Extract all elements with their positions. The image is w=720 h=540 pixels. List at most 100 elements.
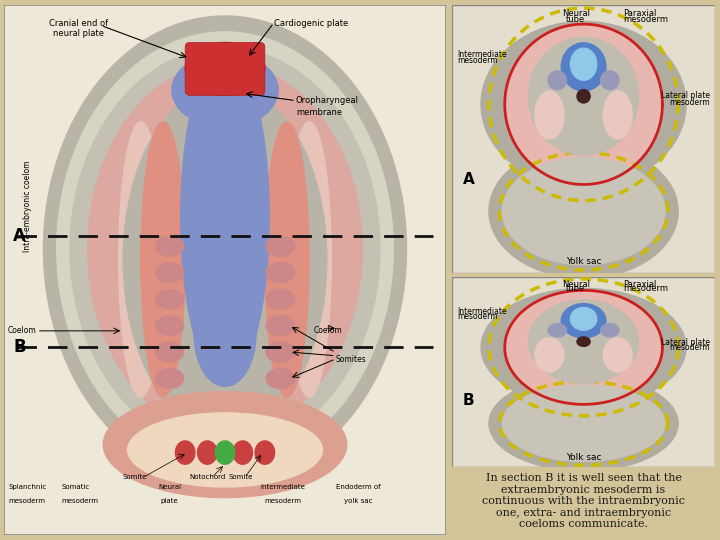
Text: Somite: Somite <box>122 474 146 480</box>
FancyBboxPatch shape <box>4 5 446 535</box>
Ellipse shape <box>156 262 184 283</box>
Text: mesoderm: mesoderm <box>669 98 710 106</box>
Text: In section B it is well seen that the
extraembryonic mesoderm is
continuous with: In section B it is well seen that the ex… <box>482 473 685 529</box>
Text: tube: tube <box>566 284 585 293</box>
Text: plate: plate <box>161 497 179 504</box>
Text: Somites: Somites <box>336 355 366 364</box>
Circle shape <box>577 90 590 103</box>
Text: Intermediate: Intermediate <box>260 484 305 490</box>
Text: mesoderm: mesoderm <box>623 15 668 24</box>
Ellipse shape <box>600 71 619 90</box>
Ellipse shape <box>156 315 184 336</box>
Text: Paraxial: Paraxial <box>623 280 657 289</box>
Text: Intermediate: Intermediate <box>457 307 507 316</box>
Text: B: B <box>463 393 474 408</box>
Ellipse shape <box>43 16 407 482</box>
Text: neural plate: neural plate <box>53 29 104 38</box>
Text: tube: tube <box>566 15 585 24</box>
Ellipse shape <box>561 43 606 91</box>
Ellipse shape <box>88 64 362 434</box>
Ellipse shape <box>570 48 597 80</box>
Text: Somatic: Somatic <box>61 484 89 490</box>
Ellipse shape <box>156 342 184 362</box>
Ellipse shape <box>141 122 185 397</box>
Text: Paraxial: Paraxial <box>623 9 657 18</box>
Ellipse shape <box>603 91 632 139</box>
Ellipse shape <box>119 122 163 397</box>
Ellipse shape <box>123 85 327 434</box>
Circle shape <box>233 441 253 464</box>
Text: Intermediate: Intermediate <box>457 50 507 58</box>
Text: membrane: membrane <box>296 108 342 117</box>
Text: Yolk sac: Yolk sac <box>566 257 601 266</box>
Text: Neural: Neural <box>562 280 590 289</box>
Ellipse shape <box>181 53 269 381</box>
Ellipse shape <box>528 300 639 383</box>
Text: Somite: Somite <box>228 474 253 480</box>
Text: Yolk sac: Yolk sac <box>566 454 601 462</box>
Ellipse shape <box>185 43 265 96</box>
Text: mesoderm: mesoderm <box>623 284 668 293</box>
Text: Notochord: Notochord <box>189 474 225 480</box>
Text: Coelom: Coelom <box>313 326 342 335</box>
Text: Neural: Neural <box>158 484 181 490</box>
Text: mesoderm: mesoderm <box>457 56 498 65</box>
Text: Splanchnic: Splanchnic <box>8 484 46 490</box>
Circle shape <box>176 441 195 464</box>
Circle shape <box>197 441 217 464</box>
Text: mesoderm: mesoderm <box>8 497 45 504</box>
Ellipse shape <box>489 376 678 471</box>
Ellipse shape <box>266 368 294 389</box>
Ellipse shape <box>287 122 331 397</box>
Text: Coelom: Coelom <box>8 326 37 335</box>
Ellipse shape <box>502 158 665 265</box>
Text: Lateral plate: Lateral plate <box>661 91 710 100</box>
Ellipse shape <box>194 281 256 387</box>
Ellipse shape <box>266 289 294 309</box>
Ellipse shape <box>156 368 184 389</box>
Ellipse shape <box>548 323 567 337</box>
Text: Intra-embryonic coelom: Intra-embryonic coelom <box>24 161 32 252</box>
Ellipse shape <box>481 22 686 187</box>
Ellipse shape <box>505 291 662 404</box>
Ellipse shape <box>156 289 184 309</box>
Text: B: B <box>14 338 26 356</box>
Ellipse shape <box>266 315 294 336</box>
Ellipse shape <box>156 236 184 256</box>
Ellipse shape <box>535 91 564 139</box>
Ellipse shape <box>548 71 567 90</box>
Ellipse shape <box>266 236 294 256</box>
Text: yolk sac: yolk sac <box>343 497 372 504</box>
Ellipse shape <box>505 24 662 185</box>
FancyBboxPatch shape <box>452 5 715 273</box>
Text: Cardiogenic plate: Cardiogenic plate <box>274 18 348 28</box>
FancyBboxPatch shape <box>185 43 265 96</box>
Ellipse shape <box>502 386 665 461</box>
Ellipse shape <box>528 37 639 155</box>
Text: mesoderm: mesoderm <box>457 312 498 321</box>
Text: Neural: Neural <box>562 9 590 18</box>
Text: Lateral plate: Lateral plate <box>661 338 710 347</box>
Ellipse shape <box>70 48 380 450</box>
Ellipse shape <box>561 303 606 338</box>
Text: Endoderm of: Endoderm of <box>336 484 380 490</box>
Ellipse shape <box>127 413 323 487</box>
Circle shape <box>255 441 274 464</box>
Ellipse shape <box>535 338 564 372</box>
Text: mesoderm: mesoderm <box>264 497 301 504</box>
Text: Oropharyngeal: Oropharyngeal <box>296 96 359 105</box>
Text: A: A <box>14 227 26 245</box>
Ellipse shape <box>103 392 347 497</box>
Ellipse shape <box>570 307 597 330</box>
Text: Cranial end of: Cranial end of <box>49 18 109 28</box>
Ellipse shape <box>265 122 309 397</box>
Ellipse shape <box>600 323 619 337</box>
FancyBboxPatch shape <box>452 277 715 467</box>
Circle shape <box>577 337 590 346</box>
Ellipse shape <box>266 262 294 283</box>
Ellipse shape <box>603 338 632 372</box>
Ellipse shape <box>172 53 278 127</box>
Circle shape <box>215 441 235 464</box>
Ellipse shape <box>481 288 686 406</box>
Text: A: A <box>463 172 474 187</box>
